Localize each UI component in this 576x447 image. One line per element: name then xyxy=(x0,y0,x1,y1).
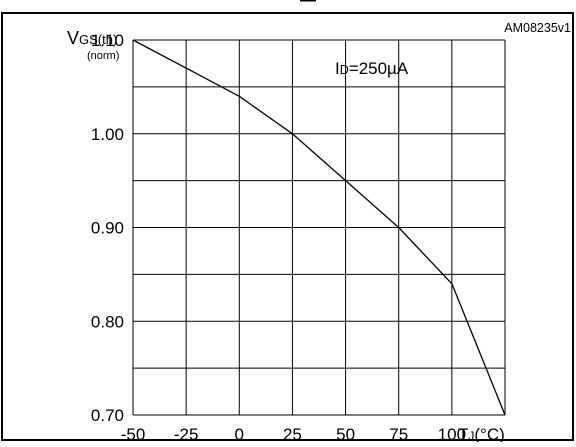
figure-code: AM08235v1 xyxy=(504,21,571,35)
x-tick-label-4: 50 xyxy=(336,425,355,442)
grid xyxy=(132,39,506,416)
annotation-main: I xyxy=(335,59,340,78)
x-tick-label-0: -50 xyxy=(121,425,146,442)
annotation-rest: =250µA xyxy=(349,59,409,78)
y-tick-label-3: 0.80 xyxy=(91,312,124,331)
x-tick-label-1: -25 xyxy=(174,425,199,442)
x-tick-label-5: 75 xyxy=(389,425,408,442)
x-tick-label-2: 0 xyxy=(235,425,244,442)
x-axis-label: TJ(°C) xyxy=(458,425,505,442)
current-annotation: ID=250µA xyxy=(335,59,409,78)
y-axis-label-main: V xyxy=(67,28,79,48)
y-tick-label-1: 1.00 xyxy=(91,125,124,144)
y-axis-unit: (norm) xyxy=(87,50,119,62)
x-axis-label-unit: (°C) xyxy=(474,425,504,442)
series-line-0 xyxy=(132,39,506,416)
x-axis-label-sub: J xyxy=(468,429,474,442)
chart-frame xyxy=(1,12,574,441)
tick-labels: 1.10 1.00 0.90 0.80 0.70-50 -25 0 25 50 75 100 xyxy=(91,31,466,444)
y-tick-label-0: 1.10 xyxy=(91,31,124,50)
x-tick-label-6: 100 xyxy=(438,425,466,442)
series-layer xyxy=(132,39,506,416)
y-axis-label-sub: GS(th) xyxy=(79,32,117,47)
x-tick-label-3: 25 xyxy=(283,425,302,442)
y-axis-label: VGS(th) xyxy=(67,28,117,48)
x-axis-label-main: T xyxy=(458,425,468,442)
annotation-sub: D xyxy=(340,63,349,77)
y-tick-label-2: 0.90 xyxy=(91,219,124,238)
y-tick-label-4: 0.70 xyxy=(91,406,124,425)
